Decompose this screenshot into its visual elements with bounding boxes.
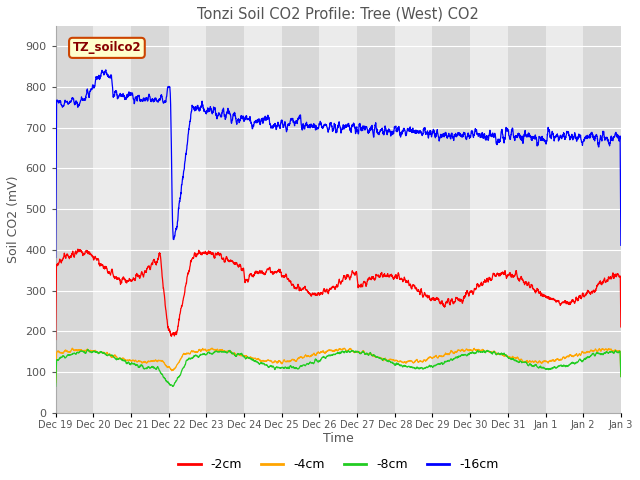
Bar xyxy=(244,26,282,413)
Bar xyxy=(621,26,640,413)
Bar xyxy=(282,26,319,413)
Bar xyxy=(433,26,470,413)
Y-axis label: Soil CO2 (mV): Soil CO2 (mV) xyxy=(7,176,20,263)
Title: Tonzi Soil CO2 Profile: Tree (West) CO2: Tonzi Soil CO2 Profile: Tree (West) CO2 xyxy=(197,7,479,22)
Bar xyxy=(319,26,357,413)
Bar xyxy=(169,26,206,413)
Bar xyxy=(56,26,93,413)
Bar xyxy=(93,26,131,413)
Bar xyxy=(545,26,583,413)
Legend: -2cm, -4cm, -8cm, -16cm: -2cm, -4cm, -8cm, -16cm xyxy=(173,453,504,476)
Bar xyxy=(508,26,545,413)
Bar xyxy=(357,26,395,413)
Bar xyxy=(206,26,244,413)
X-axis label: Time: Time xyxy=(323,432,354,445)
Bar xyxy=(583,26,621,413)
Bar xyxy=(131,26,169,413)
Bar xyxy=(395,26,433,413)
Bar xyxy=(470,26,508,413)
Text: TZ_soilco2: TZ_soilco2 xyxy=(72,41,141,54)
